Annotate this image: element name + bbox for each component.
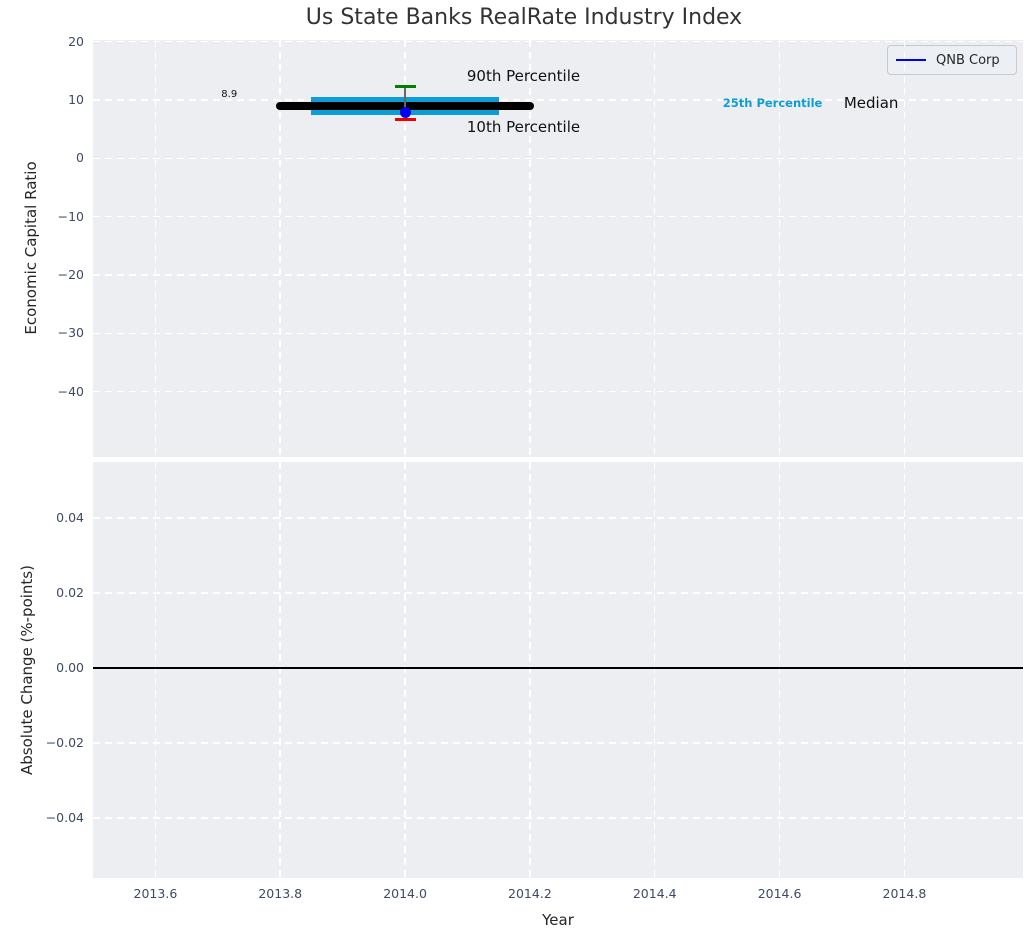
gridline-x [903,462,906,878]
x-tick-label: 2014.0 [383,886,427,901]
gridline-y [93,332,1023,335]
x-tick-label: 2013.6 [133,886,178,901]
annotation-8-9: 8.9 [221,88,238,100]
annotation-90th-percentile: 90th Percentile [466,67,581,86]
p90-cap [394,84,416,88]
gridline-x [778,40,781,457]
gridline-y [93,817,1023,819]
gridline-y [93,742,1023,744]
gridline-x [404,40,406,457]
gridline-x [154,462,157,878]
top-plot-area: QNB Corp 8.9 90th Percentile 10th Percenti… [93,40,1023,457]
gridline-x [778,462,781,878]
gridline-y [93,157,1023,160]
company-marker [399,106,411,118]
p10-cap [394,118,416,122]
top-y-tick-label: −20 [57,267,84,283]
gridline-x [279,462,281,878]
gridline-y [93,517,1023,519]
errorbar-line [404,86,406,113]
top-y-tick-label: 10 [68,92,84,108]
bottom-plot-area [93,462,1023,878]
chart-title: Us State Banks RealRate Industry Index [305,5,743,30]
x-tick-label: 2014.2 [508,886,552,901]
annotation-median: Median [843,93,899,112]
gridline-y [93,40,1023,43]
x-tick-label: 2014.4 [632,886,677,901]
gridline-y [93,99,1023,101]
gridline-x [653,40,656,457]
bottom-y-tick-label: 0.02 [56,584,84,600]
zero-line [93,666,1023,669]
legend-line-sample [896,58,926,62]
gridline-x [903,40,906,457]
legend-label: QNB Corp [936,52,1000,68]
top-y-tick-label: 0 [76,150,84,166]
bottom-y-tick-label: 0.00 [56,659,84,675]
annotation-10th-percentile: 10th Percentile [466,118,581,137]
top-y-tick-label: 20 [68,33,84,49]
gridline-x [404,462,406,878]
gridline-y [93,592,1023,594]
annotation-25th-percentile: 25th Percentile [722,96,823,111]
bottom-y-tick-label: −0.02 [45,734,84,750]
bottom-y-tick-label: −0.04 [45,809,84,825]
gridline-x [529,40,531,457]
x-tick-label: 2013.8 [258,886,303,901]
bottom-y-tick-label: 0.04 [56,509,84,525]
gridline-y [93,390,1023,393]
gridline-x [529,462,531,878]
gridline-y [93,274,1023,276]
gridline-x [154,40,157,457]
x-tick-label: 2014.8 [882,886,927,901]
top-y-axis-label: Economic Capital Ratio [22,161,40,335]
top-y-tick-label: −10 [57,208,84,224]
top-y-tick-label: −40 [57,383,84,399]
legend[interactable]: QNB Corp [887,45,1017,75]
gridline-x [279,40,281,457]
x-axis-label: Year [542,911,574,929]
gridline-x [653,462,656,878]
top-y-tick-label: −30 [57,325,84,341]
gridline-y [93,215,1023,218]
x-tick-label: 2014.6 [757,886,802,901]
